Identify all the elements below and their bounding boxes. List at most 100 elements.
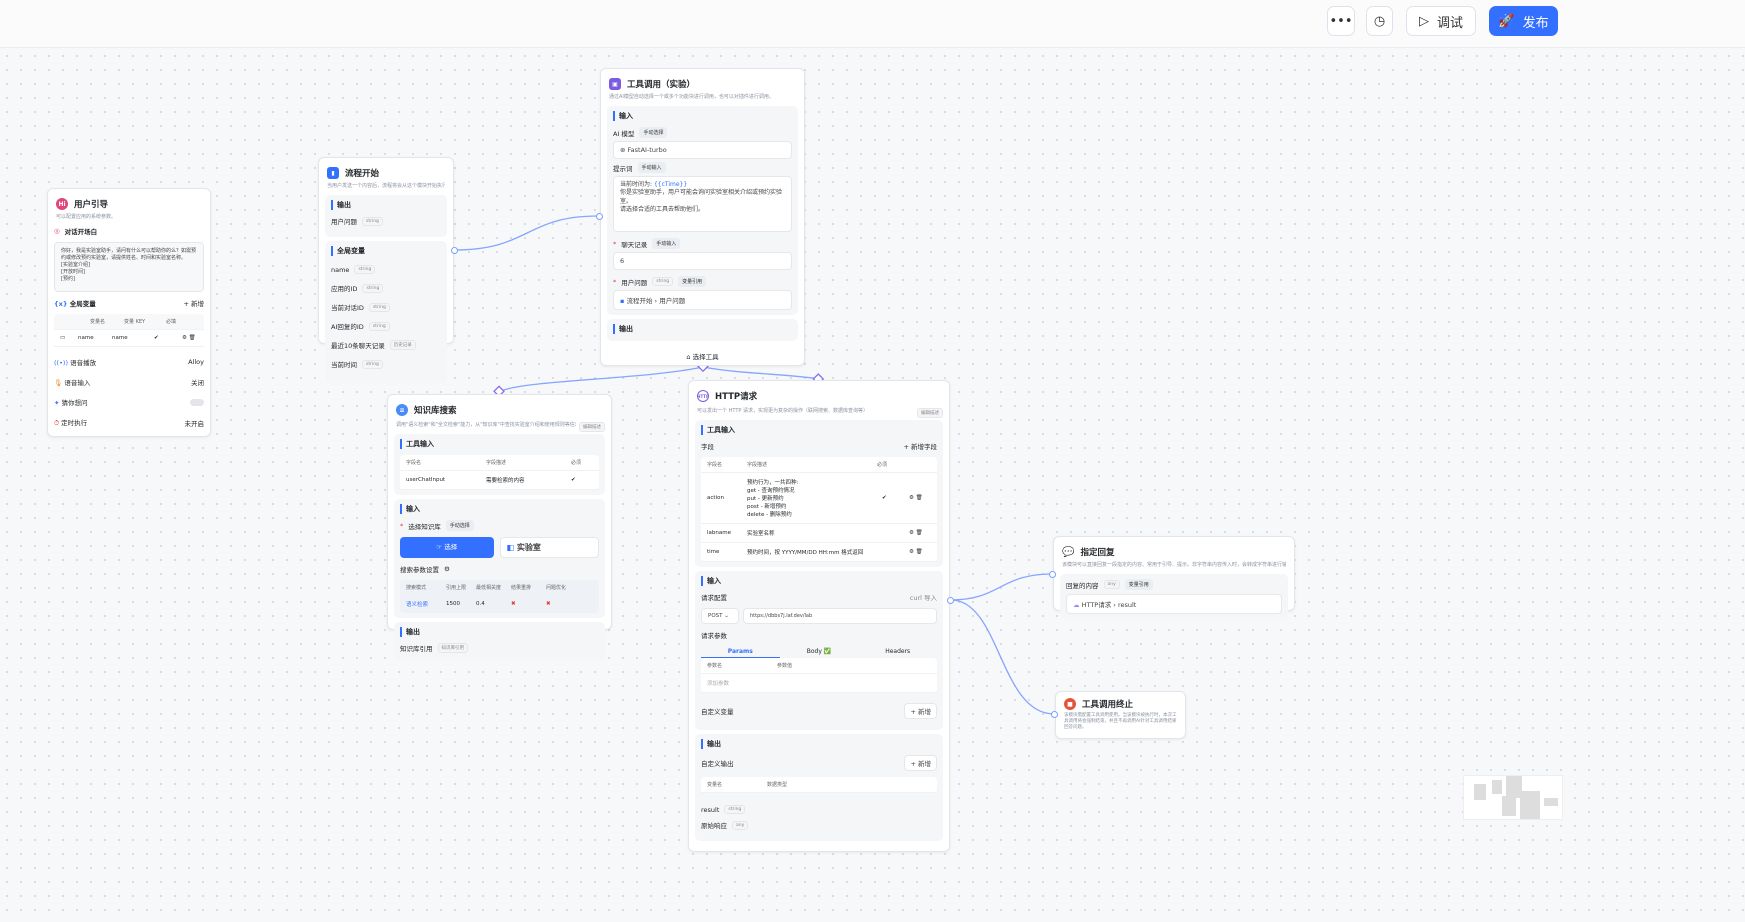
tts-label: 语音播放	[70, 359, 97, 367]
node-title: 工具调用终止	[1082, 700, 1134, 710]
curl-import-button[interactable]: curl 导入	[909, 594, 937, 602]
field-name: userChatInput	[406, 477, 446, 483]
publish-button[interactable]: 🚀 发布	[1489, 6, 1558, 36]
section-title: 输入	[400, 504, 599, 514]
url-input[interactable]: https://dbbs7j.laf.dev/lab	[743, 608, 937, 624]
timer-value[interactable]: 未开启	[184, 419, 205, 428]
row-actions[interactable]: ⚙ 🗑	[909, 530, 923, 536]
target-handle[interactable]	[1051, 711, 1058, 718]
check-icon: ✔	[154, 335, 159, 341]
model-name: FastAI-turbo	[627, 146, 667, 154]
globals-label: 全局变量	[69, 300, 96, 308]
field-desc: 预约时间，按 YYYY/MM/DD HH:mm 格式返回	[747, 550, 864, 556]
kb-name: 实验室	[516, 543, 541, 552]
add-param-input[interactable]: 添加参数	[707, 681, 730, 687]
col-header: 参数名	[707, 663, 723, 669]
tab-params[interactable]: Params	[701, 646, 780, 658]
add-output-button[interactable]: + 新增	[904, 755, 937, 771]
row-actions[interactable]: ⚙ 🗑	[909, 495, 923, 501]
var: 应用的ID	[331, 285, 358, 293]
output-name: 原始响应	[701, 822, 727, 830]
type-tag: string	[362, 283, 384, 293]
fields-label: 字段	[701, 443, 714, 451]
edit-icon[interactable]: ⚙ 🗑	[182, 335, 196, 341]
section-title: 输入	[613, 111, 792, 121]
type-tag: string	[368, 302, 390, 312]
node-flow-start[interactable]: ▮ 流程开始 当用户发送一个内容后，流程将会从这个模块开始执行。 输出 用户问题 s…	[318, 157, 454, 383]
source-handle[interactable]	[451, 247, 458, 254]
debug-button[interactable]: ▷ 调试	[1406, 6, 1476, 36]
ref-field: result	[1117, 601, 1137, 609]
history-input[interactable]: 6	[613, 252, 792, 270]
settings-icon[interactable]: ⚙	[444, 565, 450, 573]
prompt-variable: {{cTime}}	[653, 181, 688, 188]
guess-toggle[interactable]	[190, 398, 204, 406]
source-handle[interactable]	[947, 597, 954, 604]
type-tag: string	[354, 265, 376, 274]
rocket-icon: 🚀	[1498, 13, 1515, 29]
col-header: 必须	[877, 462, 888, 468]
add-variable-button[interactable]: + 新增	[183, 300, 204, 308]
node-desc: 当用户发送一个内容后，流程将会从这个模块开始执行。	[327, 183, 445, 189]
var-ref-tag[interactable]: 变量引用	[1124, 579, 1153, 590]
node-tool-stop[interactable]: ■ 工具调用终止 该模块需配置工具调用使用。当该模块被执行时，本次工具调用将会强制…	[1055, 691, 1186, 739]
select-kb-button[interactable]: ☞ 选择	[400, 537, 494, 558]
tab-headers[interactable]: Headers	[885, 648, 911, 655]
edit-desc-button[interactable]: 编辑描述	[579, 421, 605, 432]
history-button[interactable]: ◷	[1366, 6, 1393, 36]
select-tool-text: 选择工具	[692, 353, 719, 361]
content-label: 回复的内容	[1066, 581, 1099, 590]
node-desc: 可以配置应用的系统参数。	[56, 214, 117, 220]
type-tag: string	[368, 321, 390, 331]
row-actions[interactable]: ⚙ 🗑	[909, 549, 923, 555]
more-button[interactable]: •••	[1327, 6, 1355, 36]
manual-select-tag[interactable]: 手动选择	[639, 127, 668, 138]
node-title: 知识库搜索	[414, 406, 457, 416]
edit-desc-button[interactable]: 编辑描述	[917, 407, 943, 418]
col-header: 字段描述	[486, 460, 507, 466]
section-title: 工具输入	[400, 439, 599, 449]
publish-label: 发布	[1522, 15, 1549, 31]
chat-icon: ◎	[54, 227, 60, 235]
type-tag: string	[362, 216, 383, 226]
manual-input-tag[interactable]: 手动输入	[637, 162, 666, 173]
node-kb-search[interactable]: ≡ 知识库搜索 调用"语义检索"和"全文检索"能力，从"知识库"中查找实验室介绍和…	[387, 394, 612, 660]
target-handle[interactable]	[596, 213, 603, 220]
node-reply[interactable]: 💬 指定回复 该模块可以直接回复一段指定的内容。常用于引导、提示。非字符串内容传入…	[1053, 536, 1295, 619]
stt-value[interactable]: 关闭	[191, 379, 204, 387]
node-user-guide[interactable]: Hi 用户引导 可以配置应用的系统参数。 ◎ 对话开场白 你好，我是实验室助手，请问…	[47, 188, 211, 437]
var-ref-tag[interactable]: 变量引用	[678, 276, 707, 287]
target-handle[interactable]	[1049, 571, 1056, 578]
minimap[interactable]	[1463, 775, 1563, 820]
tab-body[interactable]: Body ✅	[806, 648, 832, 655]
prompt-textarea[interactable]: 当前时间为: {{cTime}} 你是实验室助手，用户可能会询问实验室相关介绍或预…	[613, 176, 792, 232]
field-desc: 需要检索的内容	[486, 478, 525, 484]
section-title: 输出	[613, 324, 792, 334]
manual-input-tag[interactable]: 手动输入	[652, 238, 681, 249]
tts-value[interactable]: Alloy	[188, 358, 204, 366]
type-tag: 知识库引用	[437, 643, 468, 653]
col-header: 字段名	[707, 462, 723, 468]
custom-output-label: 自定义输出	[701, 760, 734, 768]
search-params-label: 搜索参数设置	[400, 566, 439, 574]
method-select[interactable]: POST ⌄	[701, 608, 739, 624]
manual-select-tag[interactable]: 手动选择	[445, 520, 474, 531]
node-http-request[interactable]: HTTP HTTP请求 可以发出一个 HTTP 请求，实现更为复杂的操作（联网搜索…	[688, 380, 950, 852]
question-ref-select[interactable]: ▪ 流程开始 › 用户问题	[613, 290, 792, 310]
kb-chip[interactable]: ◧ 实验室	[499, 537, 599, 558]
req-config-label: 请求配置	[701, 594, 727, 602]
hi-icon: Hi	[56, 198, 68, 210]
node-desc: 该模块需配置工具调用使用。当该模块被执行时，本次工具调用将会强制结束，并且不再调…	[1064, 713, 1177, 730]
var-key: name	[112, 335, 128, 341]
node-tool-call[interactable]: ▣ 工具调用（实验） 通过AI模型自动选择一个或多个功能块进行调用，也可以对插件进…	[600, 68, 805, 366]
model-select[interactable]: ⊛ FastAI-turbo	[613, 141, 792, 159]
select-tool-label: ⌂ 选择工具	[686, 353, 719, 361]
welcome-textarea[interactable]: 你好，我是实验室助手，请问有什么可以帮助你的么？如需预约或修改预约实验室，请提供…	[54, 242, 204, 292]
add-field-button[interactable]: + 新增字段	[903, 443, 937, 451]
method-value: POST	[708, 613, 723, 619]
add-var-button[interactable]: + 新增	[904, 703, 937, 719]
req-params-label: 请求参数	[701, 632, 727, 640]
var: 最近10条聊天记录	[331, 342, 385, 350]
col-header: 变量名	[707, 782, 723, 788]
content-ref-select[interactable]: ☁ HTTP请求 › result	[1066, 594, 1282, 614]
